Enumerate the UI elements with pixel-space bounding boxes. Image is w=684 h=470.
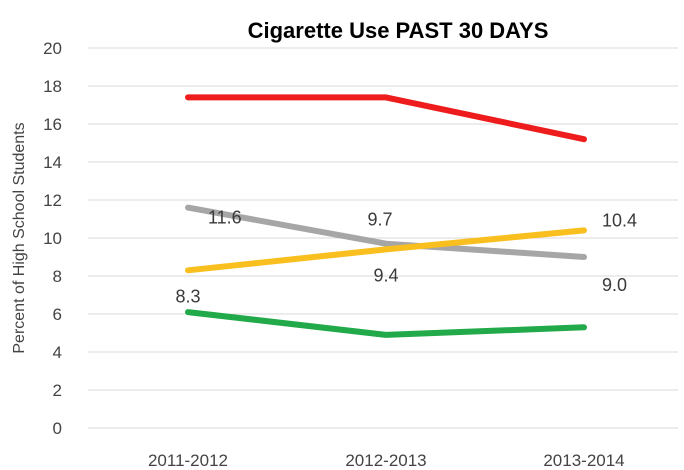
y-tick-label: 2 — [53, 381, 62, 400]
y-axis-label: Percent of High School Students — [11, 122, 28, 353]
series-lines — [185, 94, 587, 338]
x-tick-label: 2012-2013 — [345, 451, 426, 470]
chart-title: Cigarette Use PAST 30 DAYS — [248, 18, 549, 43]
series-line-3 — [185, 309, 587, 338]
y-tick-label: 8 — [53, 267, 62, 286]
gridlines — [88, 47, 678, 429]
y-tick-label: 10 — [43, 229, 62, 248]
x-tick-label: 2013-2014 — [543, 451, 624, 470]
y-tick-label: 4 — [53, 343, 62, 362]
y-tick-label: 12 — [43, 191, 62, 210]
y-tick-label: 20 — [43, 39, 62, 58]
x-axis-ticks: 2011-2012 2012-2013 2013-2014 — [148, 451, 625, 470]
data-label: 9.4 — [373, 265, 398, 285]
data-label: 9.7 — [367, 210, 392, 230]
y-tick-label: 14 — [43, 153, 62, 172]
y-tick-label: 0 — [53, 419, 62, 438]
data-label: 9.0 — [602, 275, 627, 295]
data-label: 10.4 — [602, 210, 637, 230]
series-line-0 — [185, 94, 587, 143]
data-labels: 11.6 9.7 9.0 8.3 9.4 10.4 — [175, 208, 637, 307]
y-tick-label: 18 — [43, 77, 62, 96]
x-tick-label: 2011-2012 — [148, 451, 228, 470]
y-tick-label: 6 — [53, 305, 62, 324]
data-label: 8.3 — [175, 286, 200, 306]
y-tick-label: 16 — [43, 115, 62, 134]
data-label: 11.6 — [208, 208, 242, 228]
y-axis-ticks: 0 2 4 6 8 10 12 14 16 18 20 — [43, 39, 62, 438]
